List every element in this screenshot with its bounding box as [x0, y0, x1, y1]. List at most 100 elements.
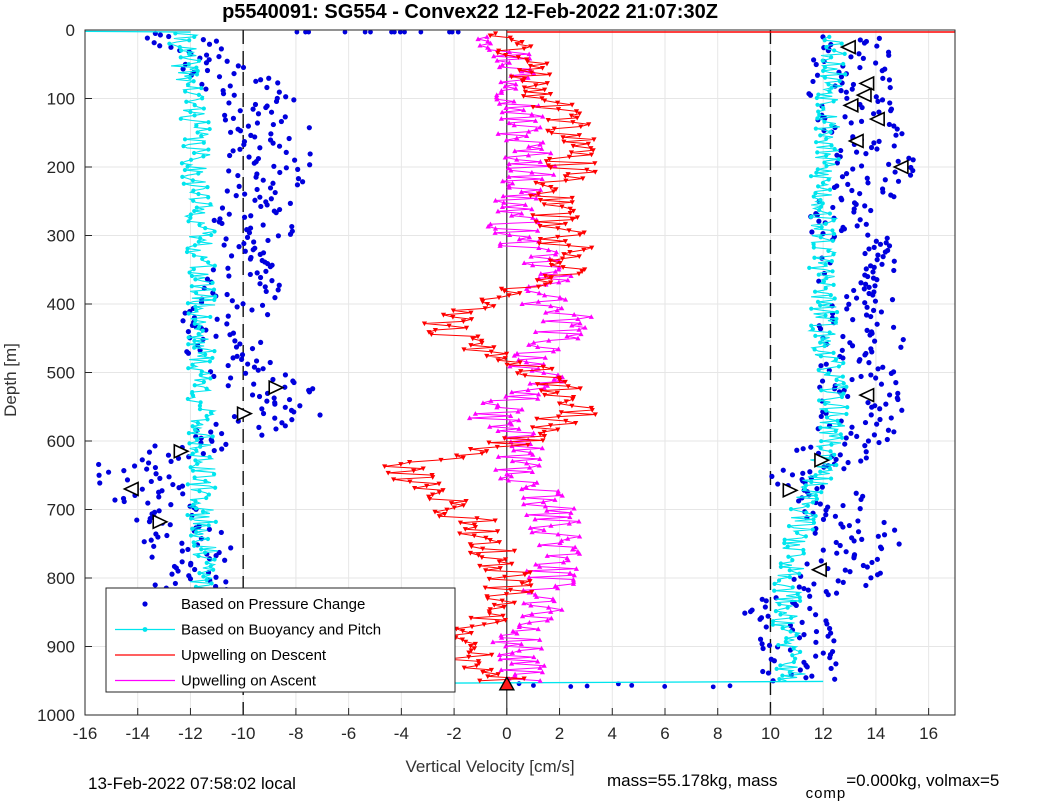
- buoyancy-pitch-point: [193, 458, 198, 463]
- pressure-change-point: [840, 333, 846, 340]
- buoyancy-pitch-point: [790, 585, 795, 590]
- pressure-change-point: [239, 352, 246, 358]
- upwelling-descent-point: [570, 397, 576, 402]
- upwelling-descent-point: [561, 139, 567, 145]
- upwelling-ascent-point: [555, 531, 561, 537]
- upwelling-descent-point: [502, 356, 508, 361]
- pressure-change-point: [233, 193, 239, 199]
- upwelling-ascent-point: [498, 635, 505, 640]
- pressure-change-point: [849, 424, 855, 430]
- upwelling-ascent-point: [526, 342, 532, 347]
- upwelling-descent-point: [528, 44, 534, 50]
- buoyancy-pitch-point: [795, 592, 800, 597]
- pressure-change-point: [225, 362, 231, 369]
- buoyancy-pitch-point: [824, 163, 829, 169]
- pressure-change-point: [156, 494, 162, 500]
- buoyancy-pitch-point: [815, 150, 820, 155]
- pressure-change-point: [295, 166, 301, 172]
- x-tick-label: 16: [919, 724, 938, 743]
- pressure-change-point: [149, 554, 155, 560]
- upwelling-ascent-point: [522, 202, 529, 207]
- upwelling-descent-point: [442, 511, 448, 517]
- upwelling-descent-point: [542, 392, 548, 398]
- upwelling-descent-point: [570, 120, 576, 125]
- upwelling-ascent-point: [516, 648, 522, 653]
- upwelling-ascent-point: [539, 445, 545, 451]
- x-tick-label: 12: [814, 724, 833, 743]
- pressure-change-point: [762, 604, 768, 610]
- pressure-change-point: [866, 246, 872, 252]
- upwelling-descent-point: [502, 557, 509, 563]
- upwelling-descent-point: [528, 70, 535, 75]
- pressure-change-point: [853, 490, 859, 496]
- upwelling-descent-point: [570, 208, 577, 214]
- upwelling-descent-point: [527, 570, 533, 576]
- pressure-change-point: [275, 233, 281, 239]
- pressure-change-point: [868, 313, 874, 320]
- pressure-change-point: [246, 154, 252, 160]
- x-tick-label: -12: [178, 724, 203, 743]
- upwelling-ascent-point: [492, 225, 499, 231]
- pressure-change-point: [887, 100, 893, 106]
- pressure-change-point: [854, 433, 860, 440]
- upwelling-descent-point: [479, 451, 485, 457]
- pressure-change-point: [870, 269, 876, 275]
- upwelling-descent-point: [534, 416, 540, 422]
- upwelling-ascent-point: [521, 600, 527, 606]
- buoyancy-pitch-point: [785, 544, 790, 549]
- pressure-change-point: [880, 364, 886, 370]
- pressure-change-point: [851, 209, 857, 215]
- pressure-change-point: [838, 227, 845, 234]
- upwelling-descent-point: [558, 410, 564, 415]
- buoyancy-pitch-point: [828, 456, 833, 461]
- upwelling-ascent-point: [578, 331, 584, 337]
- pressure-change-point: [887, 392, 893, 398]
- buoyancy-pitch-point: [816, 208, 822, 213]
- upwelling-ascent-point: [555, 346, 562, 352]
- buoyancy-pitch-point: [798, 649, 803, 654]
- upwelling-descent-point: [548, 165, 554, 171]
- pressure-change-point: [882, 177, 888, 183]
- pressure-change-point: [883, 240, 889, 246]
- upwelling-ascent-point: [537, 159, 543, 164]
- buoyancy-pitch-point: [177, 44, 182, 50]
- pressure-change-point: [131, 463, 138, 469]
- pressure-change-point: [152, 582, 158, 588]
- x-tick-label: 6: [660, 724, 669, 743]
- buoyancy-pitch-point: [192, 113, 197, 118]
- pressure-change-point: [830, 204, 836, 211]
- upwelling-descent-point: [496, 295, 502, 301]
- buoyancy-pitch-point: [186, 51, 192, 57]
- pressure-change-point: [273, 98, 280, 105]
- pressure-change-point: [259, 432, 265, 438]
- upwelling-descent-point: [491, 345, 497, 350]
- upwelling-ascent-point: [480, 400, 486, 406]
- pressure-change-point: [242, 191, 248, 197]
- buoyancy-pitch-point: [788, 507, 794, 512]
- pressure-change-point: [853, 295, 860, 301]
- buoyancy-pitch-point: [199, 369, 204, 374]
- buoyancy-pitch-point: [803, 483, 809, 488]
- pressure-change-point: [200, 37, 206, 43]
- upwelling-descent-point: [586, 122, 592, 127]
- legend-entry: Upwelling on Descent: [115, 647, 327, 664]
- pressure-change-point: [811, 57, 817, 63]
- pressure-change-point: [837, 452, 843, 458]
- upwelling-ascent-point: [576, 551, 583, 556]
- pressure-change-point: [242, 248, 248, 254]
- upwelling-ascent-point: [527, 380, 533, 386]
- buoyancy-pitch-point: [817, 398, 822, 403]
- pressure-change-point: [847, 569, 853, 575]
- pressure-change-point: [894, 126, 900, 132]
- pressure-change-point: [270, 140, 276, 146]
- pressure-change-point: [810, 78, 816, 85]
- pressure-change-point: [270, 121, 276, 128]
- pressure-change-point: [796, 635, 803, 641]
- pressure-change-point: [264, 398, 270, 404]
- buoyancy-pitch-point: [827, 211, 833, 216]
- buoyancy-pitch-point: [834, 316, 839, 321]
- buoyancy-pitch-point: [206, 120, 211, 125]
- pressure-change-point: [267, 264, 273, 270]
- upwelling-ascent-point: [567, 570, 573, 576]
- buoyancy-pitch-point: [841, 360, 846, 366]
